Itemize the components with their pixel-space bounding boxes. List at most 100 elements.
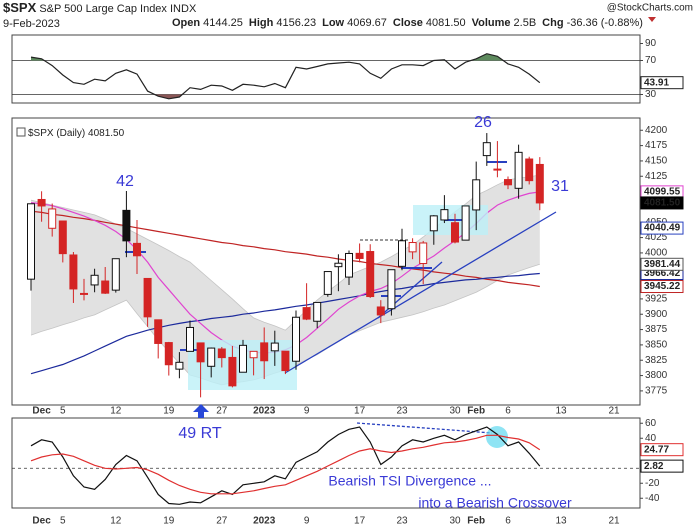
x-tick-label: Dec [32, 406, 51, 417]
candle-body [525, 158, 534, 182]
moving-average [30, 272, 540, 375]
crossover-circle [486, 426, 508, 448]
legend-label: $SPX (Daily) [28, 128, 85, 139]
value-box-label: 2.82 [644, 461, 664, 472]
candle-body [440, 209, 449, 221]
price-panel [11, 117, 641, 406]
arrow-head [193, 404, 209, 412]
front-layer: 90703043.9142004175415041254050402540003… [27, 38, 684, 527]
y-tick-label: -20 [645, 478, 660, 489]
x-tick-label: 5 [60, 516, 66, 527]
candle-body [461, 205, 470, 241]
stats: Open 4144.25 High 4156.23 Low 4069.67 Close 408… [172, 17, 643, 29]
x-tick-label: 27 [216, 406, 228, 417]
candle-body [376, 306, 385, 316]
candle-body [239, 344, 247, 373]
x-tick-label: 19 [163, 516, 175, 527]
candle-body [217, 348, 226, 359]
candle-body [451, 222, 459, 243]
candle-body [514, 151, 523, 189]
value-box-label: 4099.55 [644, 187, 681, 198]
y-tick-label: 4025 [645, 232, 668, 243]
stat-name: Low [322, 17, 344, 29]
tsi-panel [11, 417, 641, 509]
stat-name: High [249, 17, 274, 29]
value-box [640, 459, 684, 473]
x-tick-label: 6 [505, 516, 511, 527]
stat-name: Close [393, 17, 423, 29]
candle-body [313, 301, 322, 322]
y-tick-label: 4150 [645, 156, 668, 167]
annotation: Bearish TSI Divergence ... [328, 473, 491, 489]
y-tick-label: 4200 [645, 125, 668, 136]
y-tick-label: 3925 [645, 294, 668, 305]
candle-body [472, 179, 481, 211]
value-box-label: 4040.49 [644, 223, 681, 234]
y-tick-label: 4000 [645, 248, 668, 259]
watermark: @StockCharts.com [607, 3, 693, 14]
value-box-label: 43.91 [644, 77, 669, 88]
candle-body [398, 240, 406, 267]
candle-body [281, 350, 290, 372]
x-tick-label: 2023 [253, 516, 276, 527]
y-tick-label: 40 [645, 433, 657, 444]
x-tick-label: 12 [110, 516, 122, 527]
value-box-label: 3966.42 [644, 268, 681, 279]
value-box-label: 3981.44 [644, 259, 681, 270]
header-title: $SPX S&P 500 Large Cap Index INDX [3, 0, 197, 15]
stat-name: Open [172, 17, 200, 29]
annotation: into a Bearish Crossover [418, 495, 572, 511]
y-tick-label: 3800 [645, 370, 668, 381]
trendline [284, 211, 557, 374]
value-box-label: 4081.50 [644, 198, 681, 209]
index-name: S&P 500 Large Cap Index [39, 3, 167, 15]
candle-body [366, 251, 375, 298]
annotation: 49 RT [178, 425, 222, 442]
x-tick-label: 13 [555, 406, 567, 417]
indicator-line [30, 53, 541, 100]
candle-body [504, 179, 512, 186]
candle-body [80, 292, 88, 295]
stat-value: 4069.67 [347, 17, 387, 29]
arrow-shaft [198, 411, 204, 418]
candle-body [302, 307, 311, 320]
x-tick-label: 30 [449, 516, 461, 527]
y-tick-label: 3900 [645, 309, 668, 320]
candle-body [186, 326, 194, 352]
candle-body [482, 142, 491, 157]
y-tick-label: 3775 [645, 386, 668, 397]
candle-body [270, 342, 279, 352]
x-tick-label: 2023 [253, 406, 276, 417]
y-tick-label: -40 [645, 493, 660, 504]
candle-body [48, 208, 57, 229]
stat-name: Volume [472, 17, 511, 29]
candle-body [154, 319, 163, 344]
y-tick-label: 70 [645, 55, 657, 66]
stat-name: Chg [542, 17, 563, 29]
x-tick-label: 5 [60, 406, 66, 417]
moving-average [30, 210, 540, 288]
legend-icon [16, 127, 26, 137]
candle-body [101, 280, 110, 294]
x-tick-label: 6 [505, 406, 511, 417]
x-tick-label: 13 [555, 516, 567, 527]
candle-body [355, 252, 364, 259]
candle-body [292, 316, 300, 362]
menu-icon[interactable] [648, 17, 656, 22]
stat-value: -36.36 [567, 17, 598, 29]
candle-body [345, 252, 353, 278]
candle-body [493, 168, 502, 171]
x-tick-label: 17 [354, 406, 366, 417]
candle-body [260, 342, 269, 362]
divergence-line [356, 422, 493, 434]
candle-body [249, 350, 258, 359]
x-tick-label: 19 [163, 406, 175, 417]
candle-body [122, 209, 131, 242]
candle-body [143, 277, 152, 318]
candle-body [69, 254, 78, 290]
stat-value: 2.5B [514, 17, 537, 29]
value-box [640, 196, 684, 210]
value-box-label: 24.77 [644, 444, 669, 455]
x-tick-label: Feb [467, 516, 485, 527]
x-tick-label: 30 [449, 406, 461, 417]
